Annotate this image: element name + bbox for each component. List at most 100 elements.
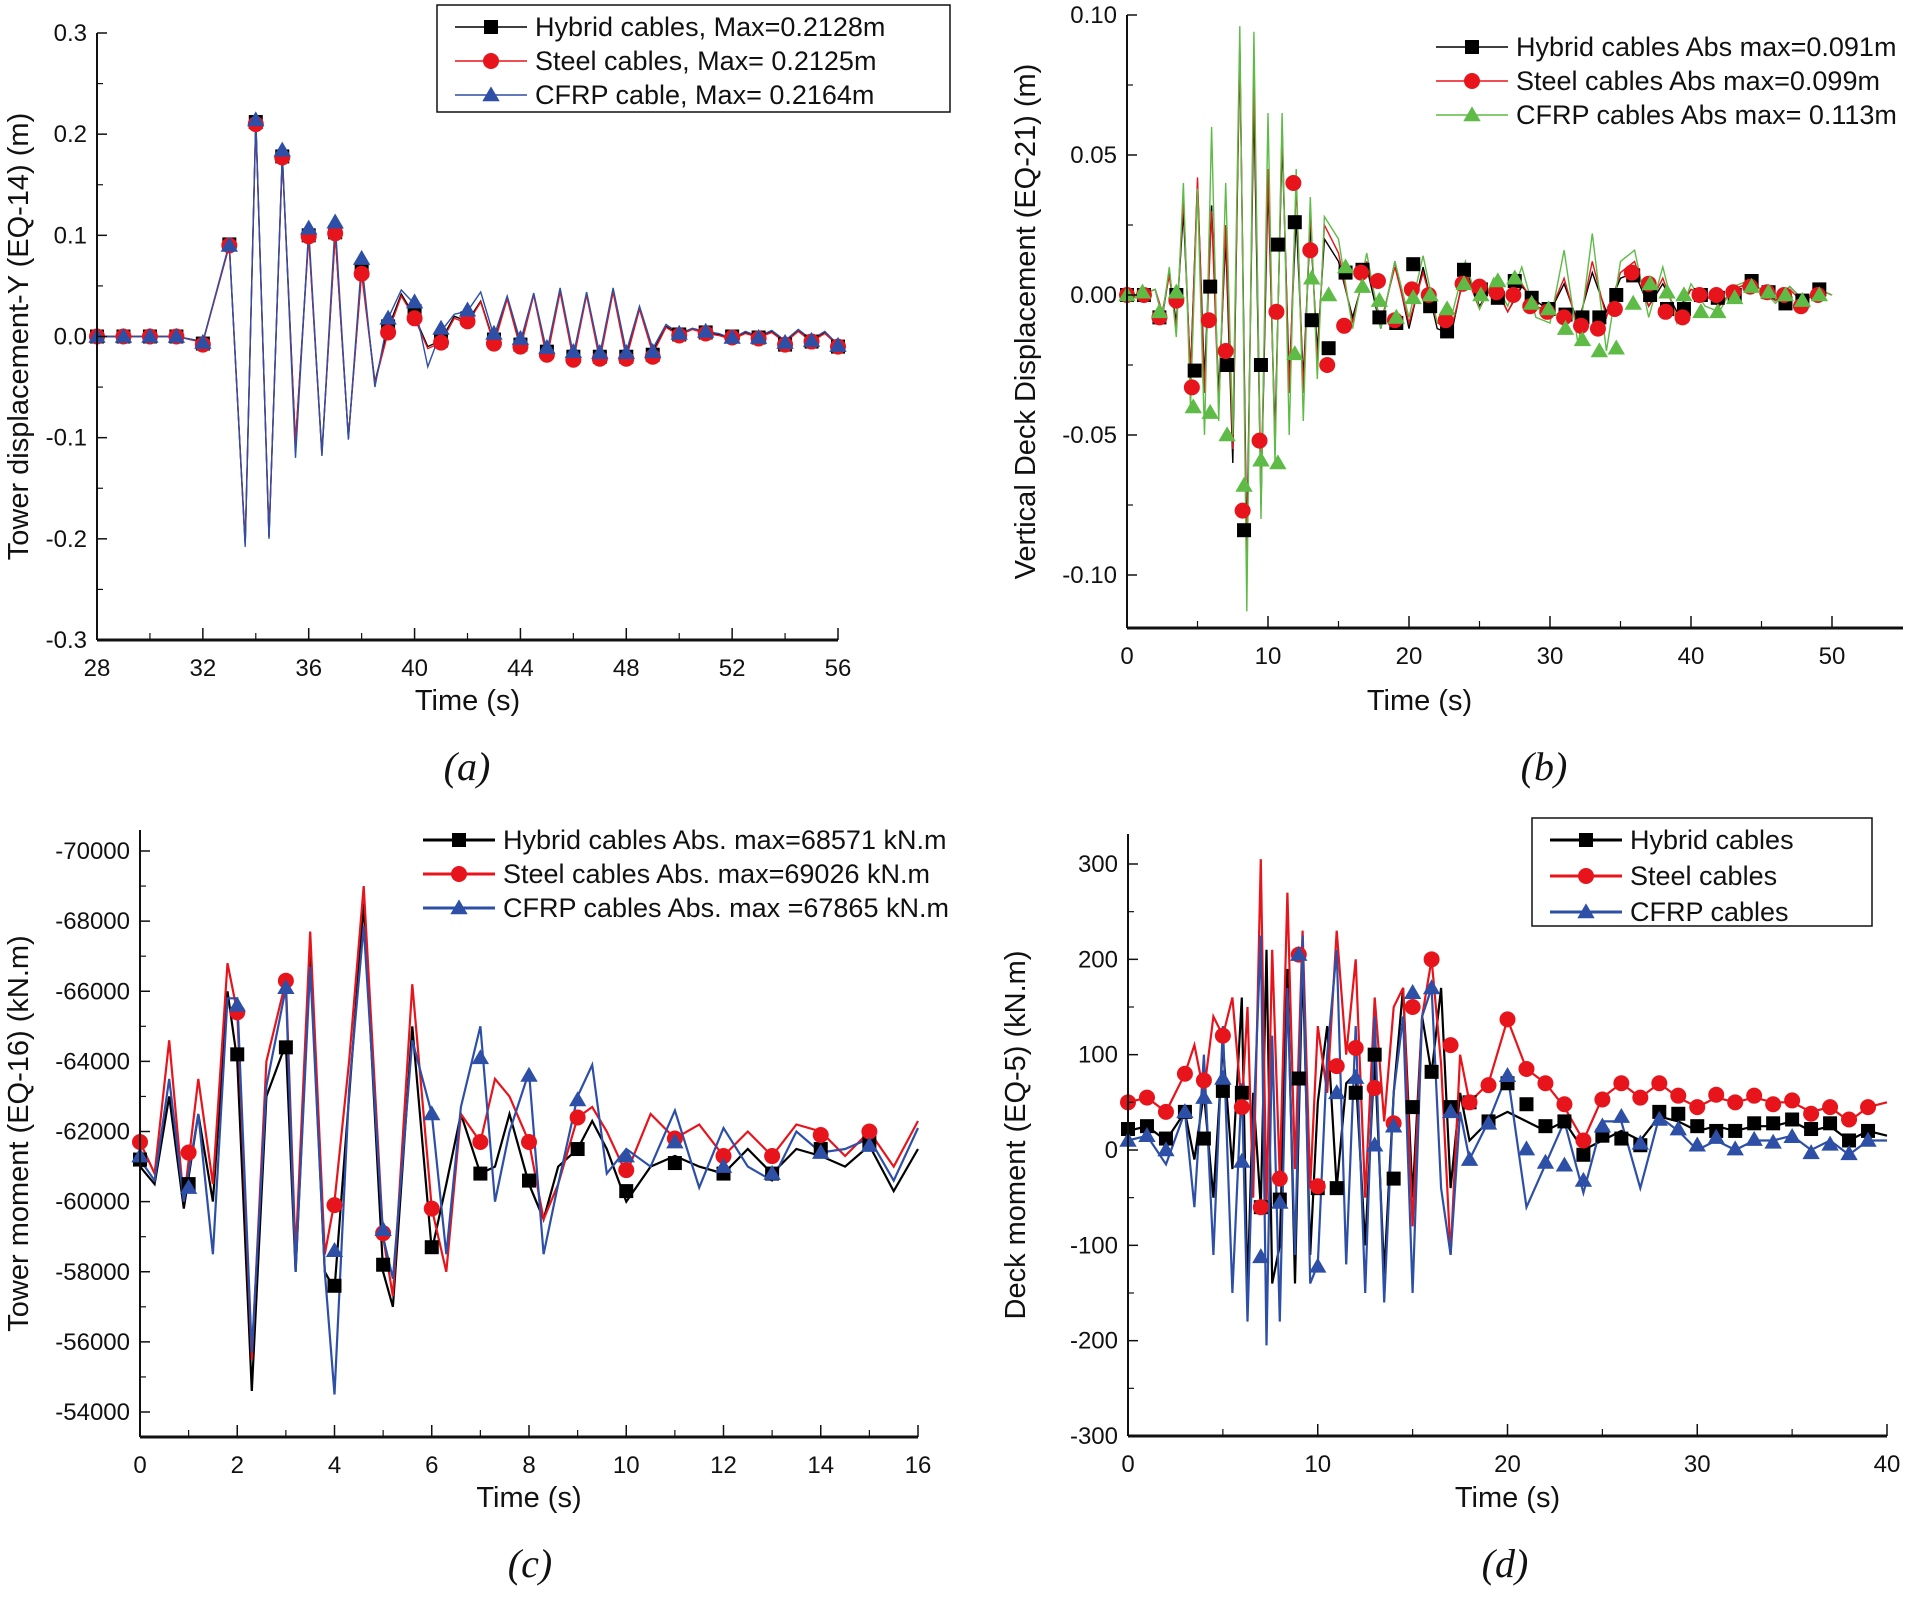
square-marker <box>1187 363 1202 378</box>
triangle-marker <box>1498 1066 1517 1082</box>
triangle-marker <box>432 319 450 335</box>
x-tick-label: 44 <box>507 655 534 682</box>
triangle-marker <box>1669 1120 1687 1136</box>
triangle-marker <box>1303 269 1321 285</box>
x-tick-label: 4 <box>328 1452 341 1479</box>
circle-marker <box>1651 1075 1668 1092</box>
circle-marker <box>353 265 370 282</box>
triangle-marker <box>114 327 133 343</box>
circle-marker <box>812 1127 829 1144</box>
circle-marker <box>1285 175 1302 191</box>
y-tick-label: -70000 <box>55 838 130 865</box>
x-tick-label: 10 <box>613 1452 640 1479</box>
triangle-marker <box>1593 1117 1612 1133</box>
circle-marker <box>1176 1065 1193 1082</box>
square-marker <box>1220 358 1235 372</box>
triangle-marker <box>1472 286 1490 302</box>
circle-marker <box>764 1148 781 1165</box>
triangle-marker <box>1641 275 1659 291</box>
y-tick-label: -0.05 <box>1062 422 1117 449</box>
triangle-marker <box>405 293 424 309</box>
x-tick-label: 48 <box>613 655 640 682</box>
triangle-marker <box>1370 291 1389 307</box>
square-marker <box>1519 1097 1534 1112</box>
square-marker <box>424 1240 439 1255</box>
circle-marker <box>1437 312 1454 329</box>
triangle-marker <box>1658 283 1676 299</box>
chart-panel-d: 0 10 20 30 40 -300 -200 -100 0 100 200 300 Time (s) D… <box>1000 817 1900 1586</box>
x-tick-label: 32 <box>190 655 217 682</box>
x-tick-label: 20 <box>1396 643 1423 670</box>
legend: Hybrid cables Abs. max=68571 kN.m Steel c… <box>423 825 949 923</box>
y-tick-label: -62000 <box>55 1119 130 1146</box>
circle-marker <box>1200 312 1217 329</box>
circle-marker <box>1369 273 1386 289</box>
circle-marker <box>1589 320 1606 337</box>
triangle-marker <box>1309 1257 1327 1273</box>
triangle-marker <box>1556 319 1575 335</box>
square-marker <box>1139 1119 1154 1134</box>
square-marker <box>1671 1106 1686 1121</box>
series-markers-2 <box>1118 258 1828 492</box>
triangle-marker <box>374 1220 392 1236</box>
triangle-marker <box>538 338 556 354</box>
x-tick-label: 40 <box>401 655 428 682</box>
x-tick-label: 12 <box>710 1452 737 1479</box>
triangle-marker <box>670 324 688 340</box>
circle-marker <box>1138 1089 1155 1106</box>
triangle-marker <box>1555 1156 1574 1172</box>
triangle-marker <box>1840 1145 1858 1161</box>
legend-label: Steel cables, Max= 0.2125m <box>535 46 876 76</box>
circle-marker <box>618 1162 635 1179</box>
circle-marker <box>1657 303 1674 320</box>
legend-label: CFRP cable, Max= 0.2164m <box>535 80 874 110</box>
triangle-marker <box>450 899 468 915</box>
triangle-marker <box>482 86 500 102</box>
triangle-marker <box>1517 1140 1536 1156</box>
y-tick-label: -54000 <box>55 1399 130 1426</box>
circle-marker <box>1234 502 1251 519</box>
square-marker <box>1234 1085 1249 1100</box>
square-marker <box>1766 1116 1781 1131</box>
triangle-marker <box>1184 398 1202 414</box>
triangle-marker <box>1138 1127 1156 1142</box>
triangle-marker <box>723 328 741 344</box>
circle-marker <box>1613 1075 1630 1092</box>
y-axis-title: Deck moment (EQ-5) (kN.m) <box>1000 951 1032 1320</box>
square-marker <box>1614 1131 1629 1146</box>
triangle-marker <box>829 336 847 352</box>
triangle-marker <box>1675 286 1693 302</box>
panel-caption: (c) <box>508 1541 552 1586</box>
circle-marker <box>1309 1178 1326 1195</box>
square-marker <box>1557 1114 1572 1129</box>
triangle-marker <box>520 1066 538 1082</box>
circle-marker <box>1765 1096 1782 1113</box>
square-marker <box>1405 1100 1420 1115</box>
triangle-marker <box>1742 277 1761 293</box>
legend-label: CFRP cables <box>1630 897 1789 927</box>
y-tick-label: -60000 <box>55 1189 130 1216</box>
triangle-marker <box>1201 403 1219 419</box>
x-tick-label: 30 <box>1684 1451 1711 1478</box>
triangle-marker <box>1522 294 1541 310</box>
circle-marker <box>1403 281 1420 298</box>
triangle-marker <box>352 249 371 265</box>
triangle-marker <box>1150 303 1169 319</box>
square-marker <box>1372 310 1387 325</box>
triangle-marker <box>1650 1110 1668 1126</box>
triangle-marker <box>1573 331 1592 347</box>
triangle-marker <box>617 344 635 359</box>
circle-marker <box>327 225 344 242</box>
x-axis-title: Time (s) <box>1455 1482 1560 1514</box>
circle-marker <box>1480 1077 1497 1094</box>
circle-marker <box>1691 287 1708 303</box>
square-marker <box>1804 1122 1819 1137</box>
triangle-marker <box>141 327 159 343</box>
circle-marker <box>1461 1094 1478 1111</box>
circle-marker <box>380 324 397 341</box>
circle-marker <box>1575 1132 1592 1149</box>
triangle-marker <box>1612 1107 1631 1123</box>
square-marker <box>376 1257 391 1272</box>
triangle-marker <box>1590 342 1609 358</box>
